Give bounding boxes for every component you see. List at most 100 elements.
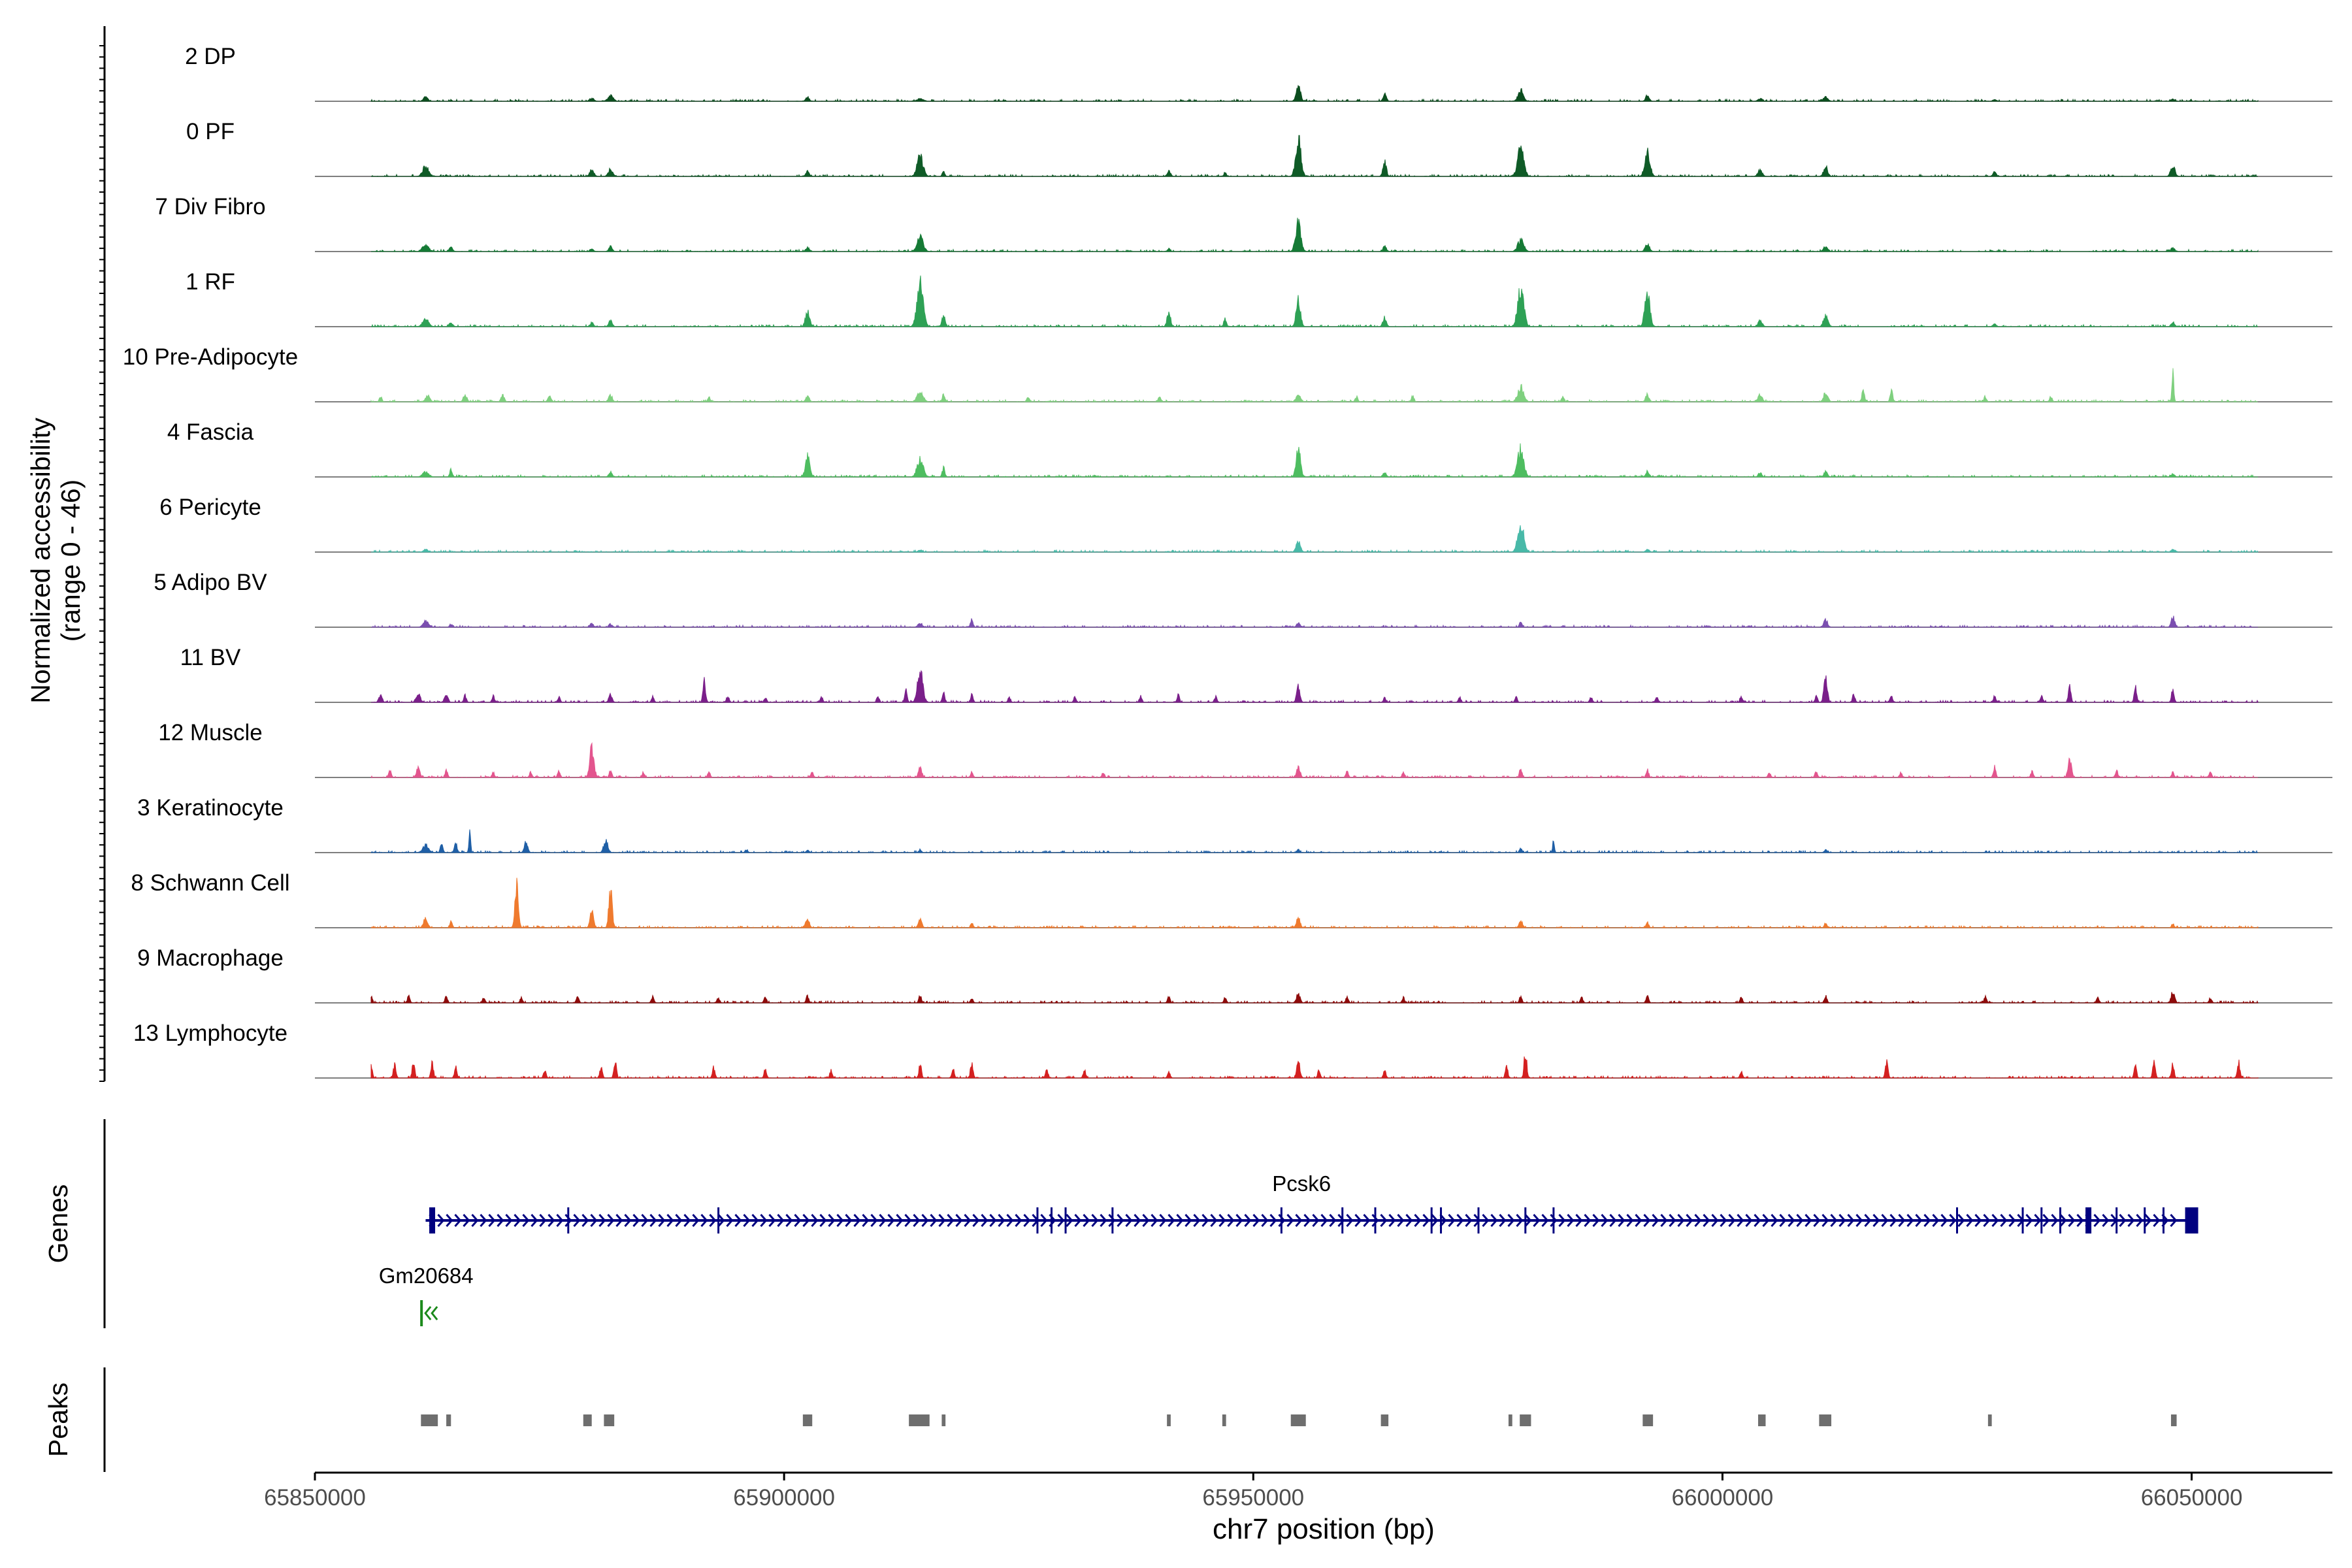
gene-strand-arrow: [1431, 1214, 1439, 1227]
gene-strand-arrow: [514, 1214, 521, 1227]
gene-strand-arrow: [1507, 1214, 1515, 1227]
gene-strand-arrow: [1490, 1214, 1498, 1227]
gene-strand-arrow: [556, 1214, 564, 1227]
gene-strand-arrow: [675, 1214, 683, 1227]
gene-strand-arrow: [938, 1214, 946, 1227]
gene-strand-arrow: [1091, 1214, 1099, 1227]
gene-strand-arrow: [870, 1214, 878, 1227]
gene-strand-arrow: [1669, 1214, 1676, 1227]
gene-strand-arrow: [446, 1214, 453, 1227]
gene-strand-arrow: [437, 1214, 445, 1227]
gene-strand-arrow: [1329, 1214, 1337, 1227]
gene-strand-arrow: [1805, 1214, 1812, 1227]
track-label: 2 DP: [185, 44, 236, 69]
peak-region: [1290, 1414, 1306, 1426]
gene-strand-arrow: [964, 1214, 972, 1227]
gene-strand-arrow: [1830, 1214, 1838, 1227]
gene-strand-arrow: [2042, 1214, 2050, 1227]
gene-strand-arrow: [1227, 1214, 1235, 1227]
track-label: 5 Adipo BV: [154, 570, 267, 595]
x-axis: 65850000 65900000 65950000 66000000 66050000: [264, 1471, 2332, 1511]
gene-strand-arrow: [1788, 1214, 1795, 1227]
gene-strand-arrow: [879, 1214, 887, 1227]
coverage-panel: 2 DP 0 PF 7 Div Fibro 1 RF 10 Pre-Adipocyte 4…: [99, 26, 2332, 1082]
gene-strand-arrow: [463, 1214, 470, 1227]
gene-strand-arrow: [590, 1214, 598, 1227]
gene-strand-arrow: [1541, 1214, 1549, 1227]
gene-strand-arrow: [853, 1214, 861, 1227]
gene-strand-arrow: [1720, 1214, 1727, 1227]
gene-strand-arrow: [717, 1214, 725, 1227]
track-12: 9 Macrophage: [137, 945, 2332, 1004]
gene-strand-arrow: [777, 1214, 785, 1227]
track-5: 4 Fascia: [167, 419, 2332, 478]
gene-strand-arrow: [641, 1214, 649, 1227]
gene-strand-arrow: [1269, 1214, 1277, 1227]
coverage-area: [371, 275, 2258, 328]
track-label: 9 Macrophage: [137, 945, 284, 971]
gene-strand-arrow: [2051, 1214, 2059, 1227]
coverage-area: [371, 135, 2258, 178]
gene-strand-arrow: [1252, 1214, 1260, 1227]
gene-strand-arrow: [1575, 1214, 1583, 1227]
gene-strand-arrow: [1745, 1214, 1753, 1227]
gene-strand-arrow: [1320, 1214, 1328, 1227]
gene-strand-arrow: [1677, 1214, 1685, 1227]
track-6: 6 Pericyte: [159, 495, 2332, 553]
gene-strand-arrow: [1074, 1214, 1082, 1227]
gene-strand-arrow: [607, 1214, 615, 1227]
gene-strand-arrow: [2068, 1214, 2076, 1227]
gene-strand-arrow: [1482, 1214, 1490, 1227]
gene-label-pcsk6: Pcsk6: [1272, 1171, 1331, 1196]
gene-strand-arrow: [1168, 1214, 1175, 1227]
gene-strand-arrow: [624, 1214, 632, 1227]
coverage-area: [370, 992, 2259, 1004]
coverage-area: [371, 218, 2259, 253]
gene-strand-arrow: [1915, 1214, 1923, 1227]
gene-strand-arrow: [1015, 1214, 1022, 1227]
coverage-area: [371, 525, 2259, 553]
gene-thick-exon: [2085, 1207, 2092, 1233]
gene-strand-arrow: [1346, 1214, 1354, 1227]
gene-strand-arrow: [1337, 1214, 1345, 1227]
gene-strand-arrow: [2034, 1214, 2042, 1227]
gene-strand-arrow: [1184, 1214, 1192, 1227]
gene-strand-arrow: [828, 1214, 836, 1227]
peak-region: [1380, 1414, 1389, 1426]
gene-strand-arrow: [424, 1306, 432, 1320]
coverage-area: [370, 877, 2259, 929]
gene-strand-arrow: [1974, 1214, 1982, 1227]
gene-strand-arrow: [1754, 1214, 1761, 1227]
peak-region: [941, 1414, 946, 1426]
gene-strand-arrow: [1516, 1214, 1524, 1227]
gene-strand-arrow: [1380, 1214, 1388, 1227]
genes-panel-label: Genes: [43, 1184, 73, 1264]
gene-strand-arrow: [581, 1214, 589, 1227]
gene-strand-arrow: [802, 1214, 810, 1227]
gene-strand-arrow: [1261, 1214, 1269, 1227]
gene-strand-arrow: [1235, 1214, 1243, 1227]
gene-strand-arrow: [1465, 1214, 1473, 1227]
gene-strand-arrow: [1558, 1214, 1566, 1227]
gene-strand-arrow: [972, 1214, 980, 1227]
peak-region: [1508, 1414, 1512, 1426]
gene-strand-arrow: [1550, 1214, 1558, 1227]
gene-strand-arrow: [1966, 1214, 1974, 1227]
gene-strand-arrow: [1889, 1214, 1897, 1227]
track-label: 8 Schwann Cell: [131, 870, 289, 896]
gene-strand-arrow: [896, 1214, 904, 1227]
coverage-area: [370, 1056, 2259, 1079]
gene-strand-arrow: [1303, 1214, 1311, 1227]
gene-strand-arrow: [1210, 1214, 1218, 1227]
gene-strand-arrow: [1040, 1214, 1048, 1227]
gene-strand-arrow: [1354, 1214, 1362, 1227]
gene-strand-arrow: [1626, 1214, 1634, 1227]
track-label: 6 Pericyte: [159, 495, 261, 520]
gene-strand-arrow: [700, 1214, 708, 1227]
peak-region: [1757, 1414, 1766, 1426]
coverage-area: [371, 443, 2258, 478]
gene-strand-arrow: [811, 1214, 819, 1227]
track-label: 1 RF: [186, 269, 235, 295]
peak-region: [446, 1414, 451, 1426]
